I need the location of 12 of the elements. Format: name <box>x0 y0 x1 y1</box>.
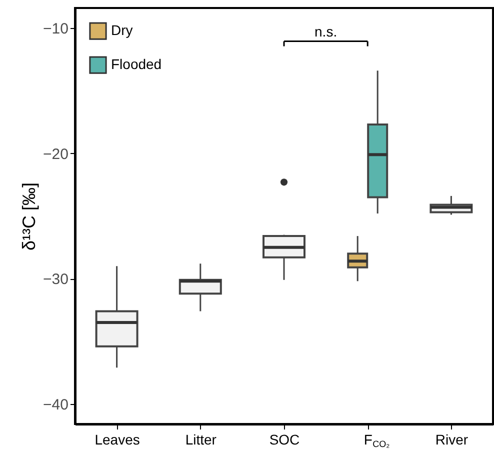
annotation: n.s. <box>314 23 338 40</box>
y-axis-title: δ¹³C [‰] <box>19 182 40 251</box>
x-tick-label: River <box>435 432 468 448</box>
y-tick-label: −20 <box>43 146 68 163</box>
y-tick-label: −10 <box>43 20 68 38</box>
x-tick-label: Leaves <box>94 432 140 448</box>
legend-label: Dry <box>111 22 133 38</box>
y-tick-label: −30 <box>43 271 68 288</box>
x-tick-label: SOC <box>269 432 300 448</box>
legend-label: Flooded <box>111 56 162 72</box>
y-tick-label: −40 <box>43 396 68 414</box>
x-tick-label: Litter <box>185 432 217 448</box>
